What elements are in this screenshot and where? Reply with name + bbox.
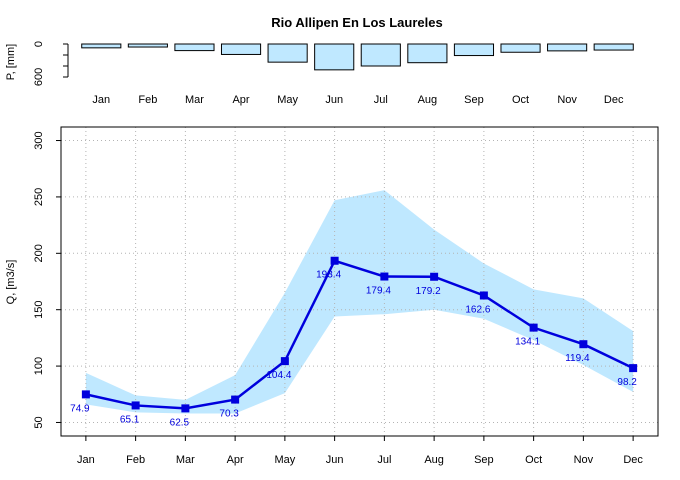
precip-bar [360, 43, 401, 67]
precip-x-tick-label: Jul [374, 94, 388, 106]
flow-data-label: 62.5 [170, 417, 190, 428]
flow-data-point [131, 401, 140, 410]
flow-y-tick-label: 150 [33, 301, 45, 319]
precip-x-tick-label: Dec [604, 94, 624, 106]
precip-bar [500, 43, 541, 53]
flow-data-label: 98.2 [617, 377, 637, 388]
flow-x-tick-label: Jun [326, 454, 344, 466]
flow-data-label: 70.3 [219, 409, 239, 420]
flow-y-tick-label: 300 [33, 131, 45, 149]
precip-x-tick-label: Feb [138, 94, 157, 106]
precip-y-axis-label: P, [mm] [5, 44, 17, 80]
chart-title: Rio Allipen En Los Laureles [271, 15, 442, 30]
flow-y-tick-label: 250 [33, 188, 45, 206]
flow-data-point [579, 340, 588, 349]
flow-data-point [479, 291, 488, 300]
flow-x-tick-label: Sep [474, 454, 494, 466]
flow-data-label: 179.2 [416, 286, 441, 297]
precip-bar [453, 43, 495, 57]
flow-data-label: 179.4 [366, 286, 391, 297]
flow-y-tick-label: 100 [33, 357, 45, 375]
precip-x-tick-label: Jun [325, 94, 343, 106]
flow-data-point [330, 256, 339, 265]
flow-x-tick-label: Nov [574, 454, 594, 466]
precip-x-tick-label: May [277, 94, 298, 106]
precip-x-tick-label: Aug [418, 94, 438, 106]
precip-y-tick-label: 600 [33, 68, 45, 86]
precip-y-tick-label: 0 [33, 41, 45, 47]
precip-bar [267, 43, 308, 63]
flow-data-point [529, 323, 538, 332]
flow-data-label: 74.9 [70, 403, 90, 414]
flow-data-point [231, 395, 240, 404]
flow-data-label: 65.1 [120, 414, 140, 425]
flow-x-tick-label: Jul [377, 454, 391, 466]
precip-x-tick-label: Oct [512, 94, 529, 106]
flow-data-point [380, 272, 389, 281]
flow-panel: 50 100 150 200 250 300 Jan Feb Mar Apr May Jun Jul Au… [33, 126, 659, 466]
flow-x-tick-label: Oct [525, 454, 542, 466]
precip-bar [593, 43, 634, 51]
precip-bar [81, 43, 122, 49]
precip-bar [174, 43, 215, 52]
flow-x-tick-label: Dec [623, 454, 643, 466]
precip-bar [407, 43, 448, 64]
precip-bar [220, 43, 262, 55]
flow-x-tick-label: May [274, 454, 295, 466]
precip-x-tick-label: Apr [232, 94, 249, 106]
flow-y-tick-label: 50 [33, 416, 45, 428]
flow-plot-frame [60, 126, 659, 437]
flow-data-point [430, 272, 439, 281]
flow-data-point [280, 357, 289, 366]
flow-data-label: 134.1 [515, 337, 540, 348]
precip-bar [314, 43, 355, 71]
precip-panel: 0 600 Jan Feb Mar Apr May Jun Jul Aug Sep Oct Nov Dec [33, 41, 634, 106]
precip-x-tick-label: Nov [557, 94, 577, 106]
flow-y-axis-label: Q, [m3/s] [5, 260, 17, 305]
flow-data-point [629, 364, 638, 373]
precip-x-tick-label: Mar [185, 94, 204, 106]
flow-data-label: 162.6 [465, 304, 490, 315]
flow-data-point [181, 404, 190, 413]
flow-data-label: 193.4 [316, 270, 341, 281]
precip-x-tick-label: Sep [464, 94, 484, 106]
flow-y-tick-label: 200 [33, 244, 45, 262]
precip-bar [547, 43, 588, 52]
flow-data-label: 104.4 [266, 370, 291, 381]
precip-bar [127, 43, 168, 48]
flow-range-band [85, 190, 634, 414]
precip-x-tick-label: Jan [92, 94, 110, 106]
flow-x-tick-label: Apr [227, 454, 244, 466]
flow-x-tick-label: Jan [77, 454, 95, 466]
flow-data-point [81, 390, 90, 399]
flow-x-tick-label: Mar [176, 454, 195, 466]
flow-x-tick-label: Aug [424, 454, 444, 466]
flow-x-tick-label: Feb [126, 454, 145, 466]
flow-series-line [85, 259, 634, 410]
flow-data-label: 119.4 [565, 353, 590, 364]
